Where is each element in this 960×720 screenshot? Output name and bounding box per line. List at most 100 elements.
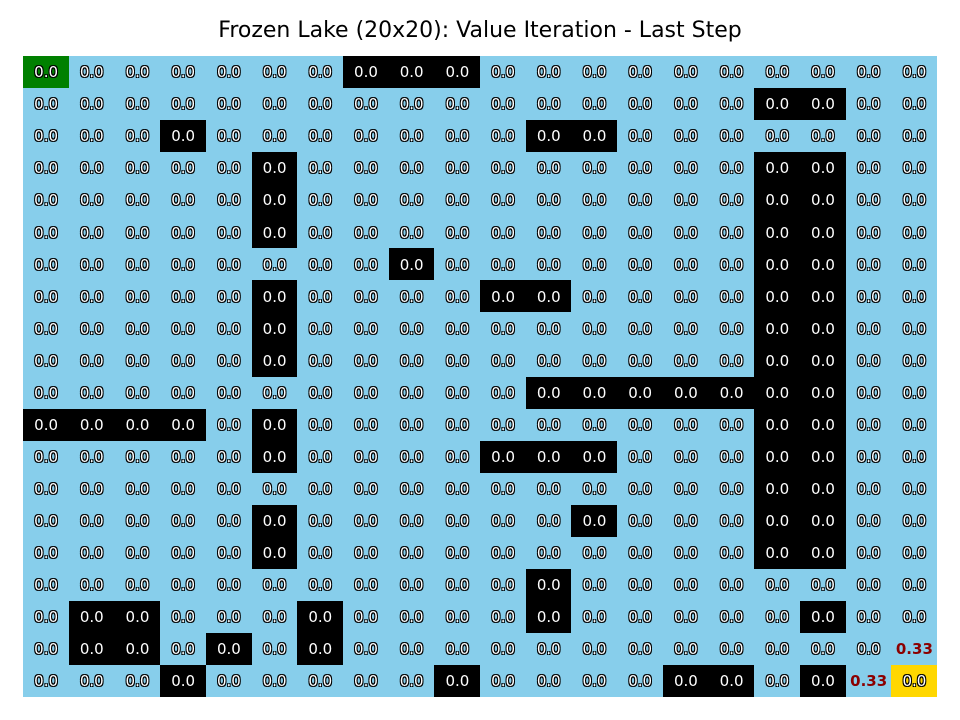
frozen-cell: 0.0 xyxy=(891,472,938,506)
frozen-cell: 0.0 xyxy=(114,152,161,185)
frozen-cell: 0.0 xyxy=(23,568,70,602)
hole-cell: 0.0 xyxy=(754,504,801,538)
frozen-cell: 0.0 xyxy=(708,344,755,377)
frozen-cell: 0.0 xyxy=(23,248,70,281)
frozen-cell: 0.0 xyxy=(434,248,481,281)
frozen-cell: 0.0 xyxy=(799,56,847,89)
frozen-cell: 0.0 xyxy=(160,56,207,89)
frozen-cell: 0.0 xyxy=(160,248,207,281)
hole-cell: 0.0 xyxy=(251,280,298,313)
hole-cell: 0.0 xyxy=(754,280,801,313)
frozen-cell: 0.0 xyxy=(114,184,161,217)
frozen-cell: 0.0 xyxy=(388,440,435,474)
frozen-cell: 0.0 xyxy=(388,472,435,506)
frozen-cell: 0.0 xyxy=(23,280,70,313)
hole-cell: 0.0 xyxy=(251,440,298,474)
frozen-cell: 0.0 xyxy=(571,664,618,698)
frozen-cell: 0.0 xyxy=(297,536,344,570)
frozen-cell: 0.0 xyxy=(160,600,207,634)
hole-cell: 0.0 xyxy=(799,88,847,121)
frozen-cell: 0.0 xyxy=(617,280,664,313)
frozen-cell: 0.0 xyxy=(251,56,298,89)
frozen-cell: 0.0 xyxy=(708,88,755,121)
frozen-cell: 0.0 xyxy=(571,632,618,666)
frozen-cell: 0.0 xyxy=(799,632,847,666)
frozen-cell: 0.0 xyxy=(708,248,755,281)
frozen-cell: 0.0 xyxy=(205,472,252,506)
frozen-cell: 0.0 xyxy=(160,632,207,666)
frozen-cell: 0.0 xyxy=(617,472,664,506)
frozen-cell: 0.0 xyxy=(480,88,527,121)
frozen-cell: 0.0 xyxy=(342,152,390,185)
frozen-cell: 0.0 xyxy=(297,56,344,89)
frozen-cell: 0.0 xyxy=(114,56,161,89)
frozen-cell: 0.0 xyxy=(708,472,755,506)
frozen-cell: 0.0 xyxy=(388,120,435,153)
frozen-cell: 0.0 xyxy=(205,568,252,602)
frozen-cell: 0.0 xyxy=(160,568,207,602)
frozen-cell: 0.0 xyxy=(617,88,664,121)
frozen-cell: 0.0 xyxy=(342,440,390,474)
frozen-cell: 0.0 xyxy=(845,504,892,538)
frozen-cell: 0.0 xyxy=(891,600,938,634)
frozen-cell: 0.0 xyxy=(891,248,938,281)
hole-cell: 0.0 xyxy=(754,440,801,474)
frozen-cell: 0.0 xyxy=(160,216,207,249)
frozen-cell: 0.0 xyxy=(480,248,527,281)
frozen-cell: 0.0 xyxy=(160,88,207,121)
frozen-cell: 0.0 xyxy=(708,56,755,89)
frozen-cell: 0.0 xyxy=(388,184,435,217)
frozen-cell: 0.0 xyxy=(480,600,527,634)
hole-cell: 0.0 xyxy=(754,312,801,345)
hole-cell: 0.0 xyxy=(799,152,847,185)
frozen-cell: 0.0 xyxy=(525,56,572,89)
frozen-cell: 0.0 xyxy=(708,536,755,570)
frozen-cell: 0.0 xyxy=(662,472,709,506)
frozen-cell: 0.0 xyxy=(754,664,801,698)
frozen-cell: 0.0 xyxy=(525,248,572,281)
frozen-cell: 0.0 xyxy=(114,344,161,377)
frozen-cell: 0.0 xyxy=(342,632,390,666)
hole-cell: 0.0 xyxy=(662,376,709,410)
frozen-cell: 0.0 xyxy=(205,88,252,121)
frozen-cell: 0.0 xyxy=(662,440,709,474)
frozen-cell: 0.0 xyxy=(845,88,892,121)
frozen-cell: 0.0 xyxy=(525,632,572,666)
frozen-cell: 0.0 xyxy=(297,408,344,442)
frozen-cell: 0.0 xyxy=(662,280,709,313)
hole-cell: 0.0 xyxy=(799,184,847,217)
frozen-cell: 0.0 xyxy=(891,440,938,474)
frozen-cell: 0.0 xyxy=(68,152,115,185)
hole-cell: 0.0 xyxy=(571,504,618,538)
frozen-cell: 0.0 xyxy=(754,56,801,89)
frozen-cell: 0.0 xyxy=(68,56,115,89)
hole-cell: 0.0 xyxy=(708,376,755,410)
frozen-cell: 0.0 xyxy=(297,184,344,217)
frozen-cell: 0.0 xyxy=(23,536,70,570)
hole-cell: 0.0 xyxy=(571,120,618,153)
frozen-cell: 0.0 xyxy=(480,56,527,89)
frozen-cell: 0.0 xyxy=(388,152,435,185)
hole-cell: 0.0 xyxy=(799,536,847,570)
frozen-cell: 0.0 xyxy=(297,504,344,538)
frozen-cell: 0.0 xyxy=(571,184,618,217)
hole-cell: 0.0 xyxy=(754,152,801,185)
hole-cell: 0.0 xyxy=(799,440,847,474)
frozen-cell: 0.0 xyxy=(68,248,115,281)
frozen-cell: 0.0 xyxy=(617,184,664,217)
frozen-cell: 0.0 xyxy=(114,664,161,698)
frozen-cell: 0.0 xyxy=(297,440,344,474)
frozen-cell: 0.0 xyxy=(571,56,618,89)
frozen-cell: 0.0 xyxy=(891,408,938,442)
frozen-cell: 0.0 xyxy=(205,376,252,410)
frozen-cell: 0.0 xyxy=(525,152,572,185)
frozen-cell: 0.0 xyxy=(114,376,161,410)
frozen-cell: 0.0 xyxy=(708,600,755,634)
frozen-cell: 0.0 xyxy=(845,56,892,89)
hole-cell: 0.0 xyxy=(799,408,847,442)
frozen-cell: 0.0 xyxy=(662,248,709,281)
hole-cell: 0.0 xyxy=(525,568,572,602)
frozen-cell: 0.0 xyxy=(754,600,801,634)
hole-cell: 0.0 xyxy=(571,376,618,410)
start-cell: 0.0 xyxy=(23,56,70,89)
